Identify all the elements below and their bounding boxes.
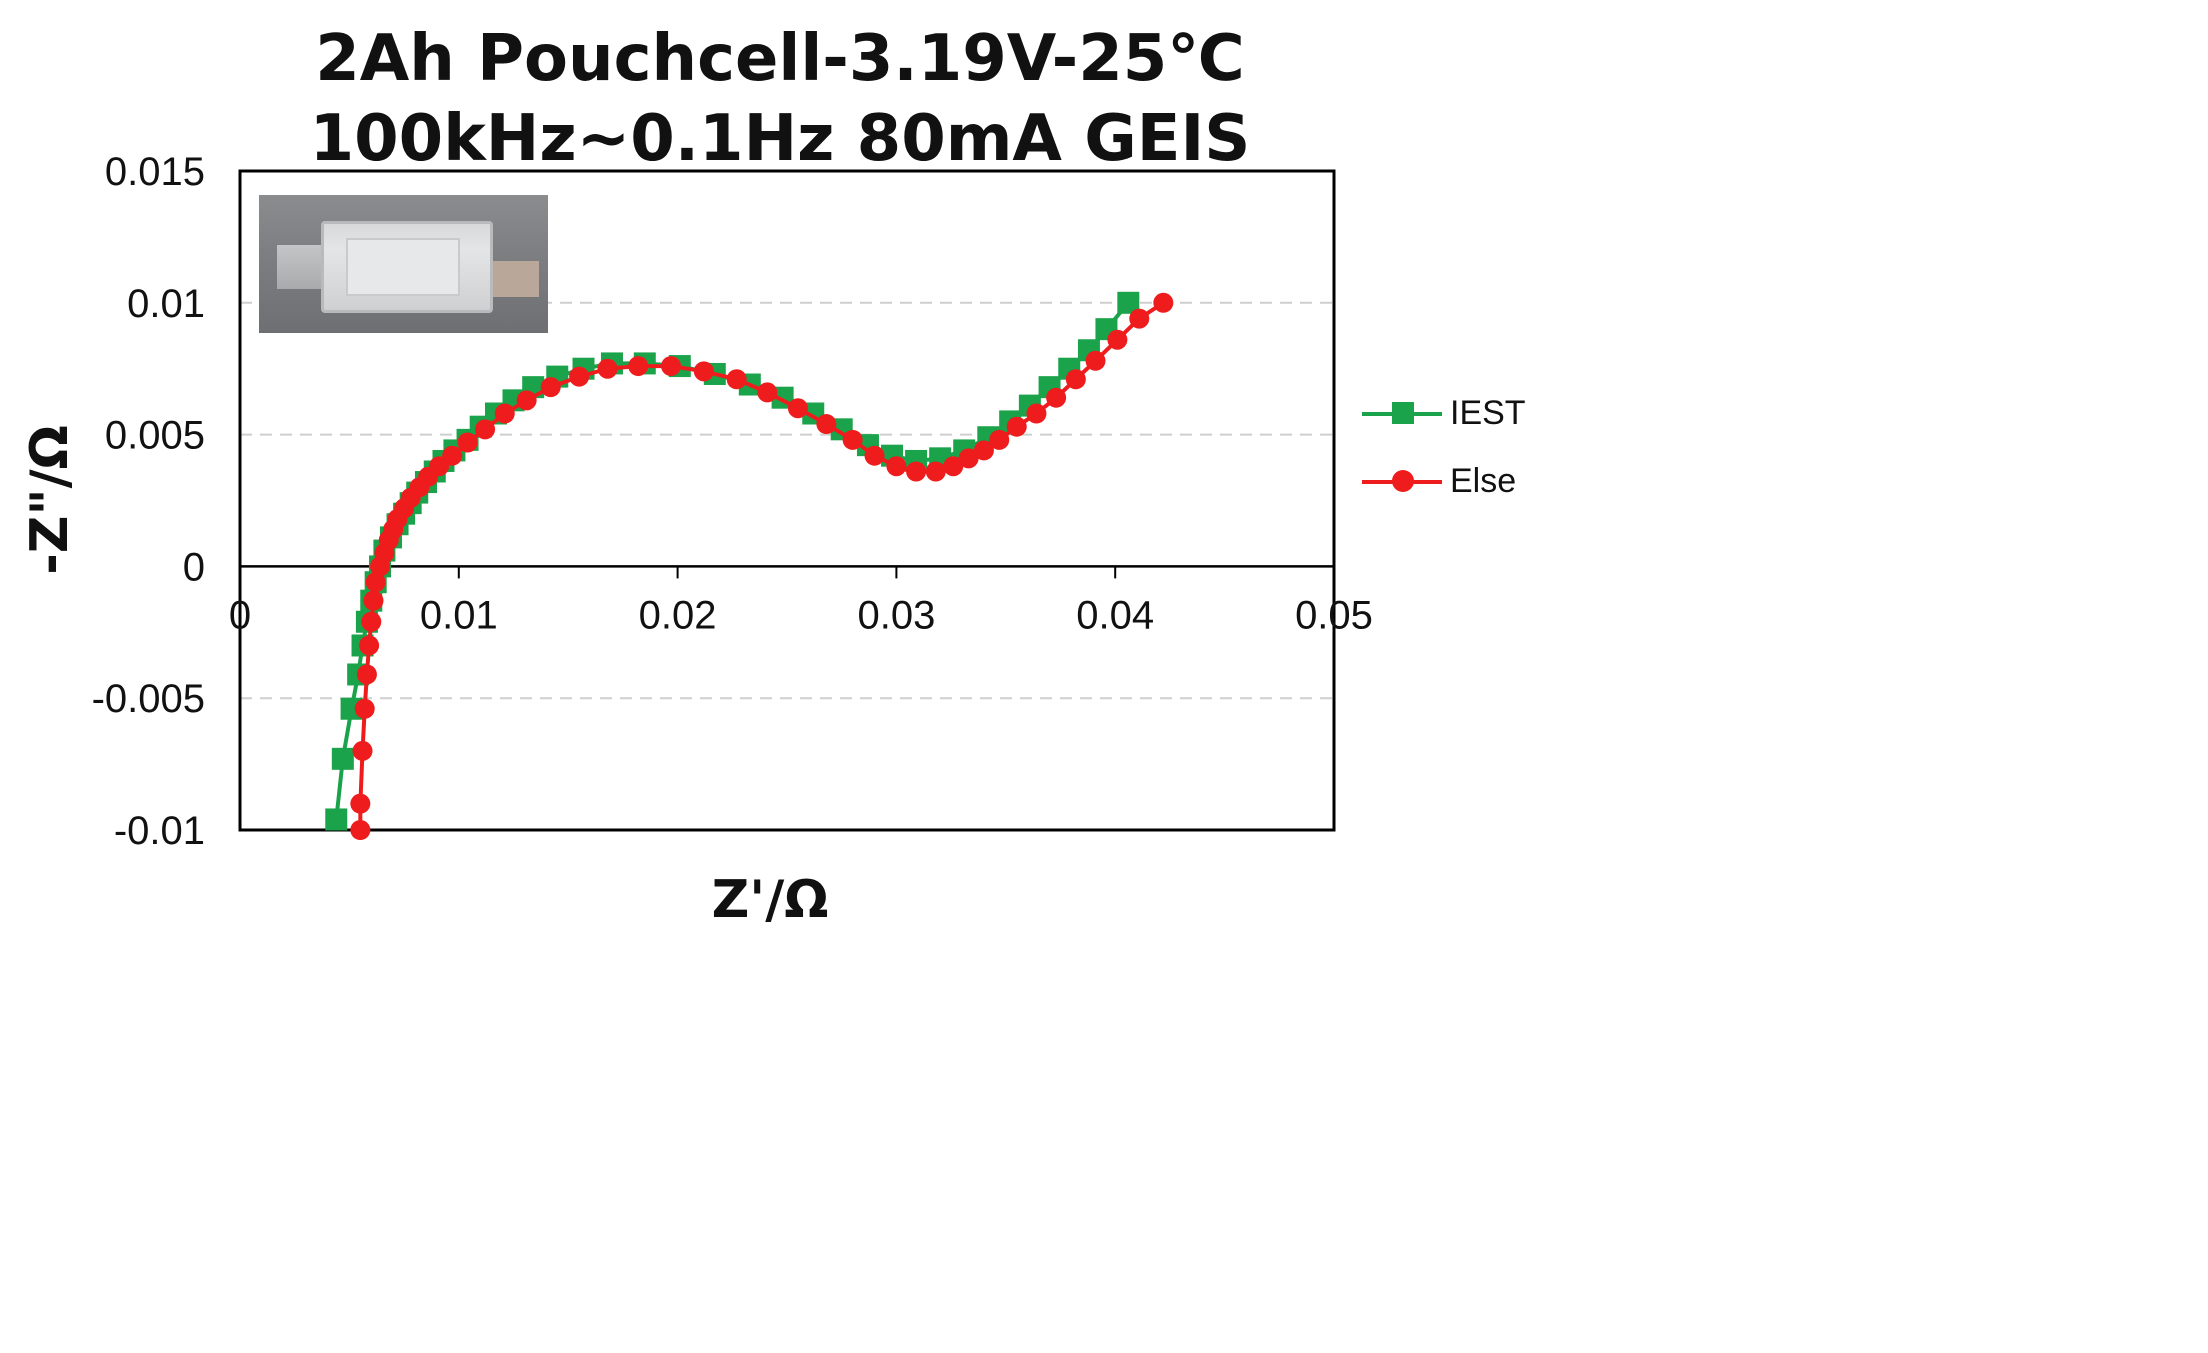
x-axis-label: Z'/Ω [711,870,829,930]
point-else [787,398,808,419]
chart-subtitle: 100kHz~0.1Hz 80mA GEIS [309,102,1251,176]
legend-swatch-iest [1362,399,1442,429]
cell-tab-left [277,245,325,289]
point-else [661,356,682,377]
pouch-cell-photo [259,195,548,333]
point-else [1129,308,1150,329]
chart-title: 2Ah Pouchcell-3.19V-25℃ [315,22,1245,96]
point-else [886,456,907,477]
legend-label-iest: IEST [1450,394,1526,432]
point-else [1026,403,1047,424]
point-else [757,382,778,403]
point-else [359,635,380,656]
point-iest [331,747,354,770]
point-else [356,664,377,685]
pouch-cell-window [346,238,460,296]
point-else [350,793,371,814]
point-iest [325,808,348,831]
legend-label-else: Else [1450,462,1517,500]
point-else [1046,387,1067,408]
point-else [816,414,837,435]
point-else [516,390,537,411]
x-tick-label-3: 0.03 [857,593,935,637]
legend-item-iest: IEST [1362,394,1526,433]
y-tick-label-5: 0.015 [105,150,205,194]
point-else [973,440,994,461]
point-else [726,369,747,390]
pouch-cell-body [321,221,493,313]
point-else [628,356,649,377]
plot-border [238,169,1336,832]
point-else [989,429,1010,450]
point-else [350,820,371,840]
y-tick-label-2: 0 [183,545,205,589]
point-else [958,448,979,469]
legend-swatch-else [1362,467,1442,497]
x-tick-label-2: 0.02 [639,593,717,637]
point-else [365,572,386,593]
y-tick-label-4: 0.01 [127,282,205,326]
point-else [475,419,496,440]
point-else [842,429,863,450]
y-tick-label-0: -0.01 [114,809,205,853]
point-else [943,456,964,477]
point-else [569,366,590,387]
point-else [1153,292,1174,313]
point-else [352,740,373,761]
point-else [354,698,375,719]
point-else [1085,350,1106,371]
point-else [494,403,515,424]
point-else [363,590,384,611]
legend-item-else: Else [1362,462,1516,501]
series-layer [325,291,1174,840]
point-else [361,611,382,632]
point-else [540,377,561,398]
point-else [442,445,463,466]
x-tick-label-4: 0.04 [1076,593,1154,637]
cell-tab-right [491,261,539,297]
y-tick-label-3: 0.005 [105,414,205,458]
point-iest [1117,291,1140,314]
point-else [864,445,885,466]
point-else [693,361,714,382]
tick-layer: 0 0.01 0.02 0.03 0.04 0.05 -0.01 -0.005 0 0.005 0.… [92,150,1373,853]
point-else [1107,329,1128,350]
y-tick-label-1: -0.005 [92,677,205,721]
point-else [906,461,927,482]
point-else [1006,416,1027,437]
point-else [925,461,946,482]
x-tick-label-0: 0 [229,593,251,637]
point-else [457,432,478,453]
point-else [1065,369,1086,390]
axes-layer [238,169,1336,832]
x-tick-label-5: 0.05 [1295,593,1373,637]
point-else [597,358,618,379]
x-tick-label-1: 0.01 [420,593,498,637]
y-axis-label: -Z"/Ω [20,425,80,575]
